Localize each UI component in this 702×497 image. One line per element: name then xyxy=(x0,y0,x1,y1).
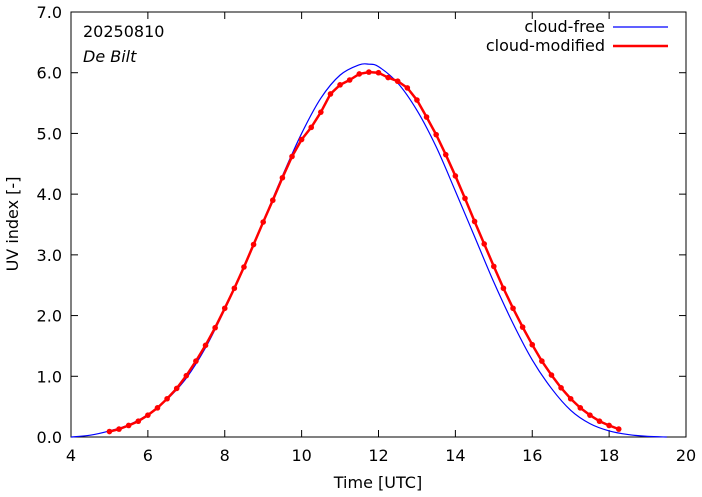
x-tick-label: 18 xyxy=(599,446,619,465)
data-point-cloud-modified xyxy=(269,197,276,204)
legend-label-cloud-free: cloud-free xyxy=(524,17,605,36)
data-point-cloud-modified xyxy=(375,69,382,76)
data-point-cloud-modified xyxy=(164,395,170,402)
y-tick-label: 6.0 xyxy=(37,64,62,83)
legend: cloud-free cloud-modified xyxy=(486,17,668,55)
data-point-cloud-modified xyxy=(308,124,315,131)
y-tick-label: 2.0 xyxy=(37,307,62,326)
data-point-cloud-modified xyxy=(356,71,363,77)
y-tick-label: 1.0 xyxy=(37,367,62,386)
data-point-cloud-modified xyxy=(385,74,391,81)
axis-ticks xyxy=(71,12,686,437)
data-point-cloud-modified xyxy=(510,305,516,312)
data-point-cloud-modified xyxy=(442,151,449,158)
data-point-cloud-modified xyxy=(558,385,564,391)
y-tick-label: 0.0 xyxy=(37,428,62,447)
annotation-location: De Bilt xyxy=(83,47,137,66)
data-point-cloud-modified xyxy=(289,153,295,160)
x-tick-label: 12 xyxy=(368,446,388,465)
y-tick-labels: 0.0 1.0 2.0 3.0 4.0 5.0 6.0 7.0 xyxy=(37,3,62,447)
data-point-cloud-modified xyxy=(346,77,353,83)
data-point-cloud-modified xyxy=(193,358,199,364)
data-point-cloud-modified xyxy=(548,372,555,378)
legend-label-cloud-modified: cloud-modified xyxy=(486,36,605,55)
y-axis-label: UV index [-] xyxy=(3,177,22,272)
data-point-cloud-modified xyxy=(337,82,343,88)
data-point-cloud-modified xyxy=(260,219,266,225)
data-point-cloud-modified xyxy=(414,97,420,103)
data-point-cloud-modified xyxy=(596,418,603,425)
data-point-cloud-modified xyxy=(423,114,430,120)
x-tick-label: 4 xyxy=(66,446,76,465)
data-point-cloud-modified xyxy=(366,69,372,75)
data-point-cloud-modified xyxy=(231,285,238,292)
data-point-cloud-modified xyxy=(529,341,536,348)
data-point-cloud-modified xyxy=(491,263,497,270)
data-point-cloud-modified xyxy=(606,422,612,429)
x-tick-labels: 4 6 8 10 12 14 16 18 20 xyxy=(66,446,696,465)
data-point-cloud-modified xyxy=(212,324,218,331)
data-point-cloud-modified xyxy=(481,241,488,247)
y-tick-label: 4.0 xyxy=(37,185,62,204)
data-point-cloud-modified xyxy=(145,412,151,418)
data-point-cloud-modified xyxy=(433,131,439,138)
data-point-cloud-modified xyxy=(404,85,411,91)
x-tick-label: 10 xyxy=(291,446,311,465)
series-line-cloud-free xyxy=(70,63,667,438)
x-tick-label: 16 xyxy=(522,446,542,465)
y-tick-label: 3.0 xyxy=(37,246,62,265)
plot-frame xyxy=(70,11,687,438)
data-point-cloud-modified xyxy=(298,136,305,143)
data-point-cloud-modified xyxy=(135,418,142,425)
x-axis-label: Time [UTC] xyxy=(333,473,422,492)
data-point-cloud-modified xyxy=(615,426,622,432)
data-point-cloud-modified xyxy=(154,405,161,411)
data-point-cloud-modified xyxy=(577,405,584,411)
data-point-cloud-modified xyxy=(116,426,122,432)
x-tick-label: 20 xyxy=(676,446,696,465)
data-point-cloud-modified xyxy=(471,218,478,225)
data-point-cloud-modified xyxy=(250,241,257,248)
data-point-cloud-modified xyxy=(519,324,526,330)
x-tick-label: 6 xyxy=(143,446,153,465)
series-layer xyxy=(70,63,667,438)
data-point-cloud-modified xyxy=(279,174,286,181)
data-point-cloud-modified xyxy=(452,173,459,179)
data-point-cloud-modified xyxy=(500,285,507,292)
annotation-date: 20250810 xyxy=(83,22,164,41)
series-line-cloud-modified xyxy=(109,70,620,433)
data-point-cloud-modified xyxy=(539,358,545,364)
data-point-cloud-modified xyxy=(394,78,401,85)
x-tick-label: 14 xyxy=(445,446,465,465)
data-point-cloud-modified xyxy=(587,412,593,418)
data-point-cloud-modified xyxy=(241,264,247,270)
y-tick-label: 7.0 xyxy=(37,3,62,22)
data-point-cloud-modified xyxy=(125,422,132,429)
data-point-cloud-modified xyxy=(318,109,324,115)
data-point-cloud-modified xyxy=(183,372,190,379)
data-point-cloud-modified xyxy=(202,342,209,349)
data-point-cloud-modified xyxy=(567,395,574,402)
data-point-cloud-modified xyxy=(173,385,180,392)
y-tick-label: 5.0 xyxy=(37,124,62,143)
data-point-cloud-modified xyxy=(327,91,334,97)
data-point-cloud-modified xyxy=(462,195,468,202)
x-tick-label: 8 xyxy=(220,446,230,465)
data-point-cloud-modified xyxy=(221,305,228,312)
data-point-cloud-modified xyxy=(106,428,113,435)
